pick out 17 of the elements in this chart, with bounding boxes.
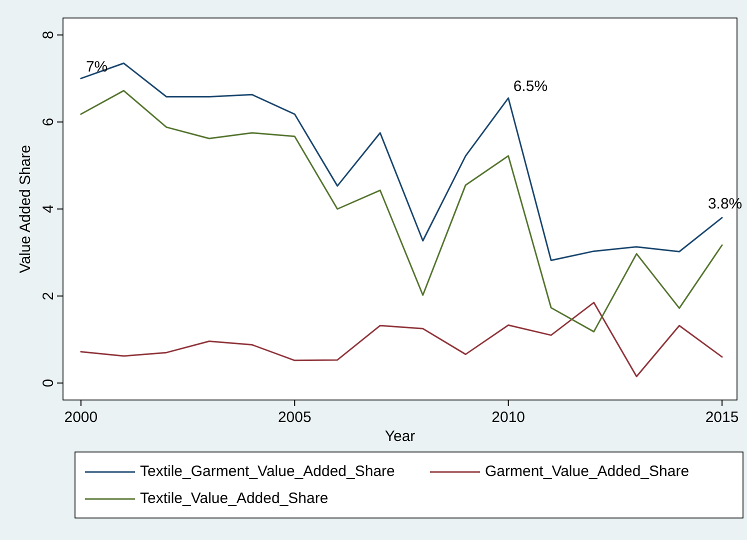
- legend-label: Textile_Value_Added_Share: [140, 490, 328, 507]
- y-tick-label: 4: [40, 204, 57, 214]
- x-axis-title: Year: [384, 428, 416, 445]
- x-tick-label: 2005: [278, 409, 312, 426]
- legend-label: Garment_Value_Added_Share: [485, 462, 690, 480]
- y-tick-label: 2: [40, 292, 57, 300]
- line-series: [80, 302, 723, 378]
- y-tick-label: 0: [40, 378, 57, 388]
- legend-label: Textile_Garment_Value_Added_Share: [140, 462, 395, 480]
- annotation: 6.5%: [513, 78, 548, 96]
- x-tick-label: 2015: [705, 409, 739, 426]
- annotation: 7%: [86, 58, 108, 76]
- y-axis-title: Value Added Share: [17, 144, 34, 274]
- y-tick-label: 6: [40, 118, 57, 126]
- x-tick-label: 2010: [492, 409, 526, 426]
- x-tick-label: 2000: [64, 409, 98, 426]
- y-tick-label: 8: [40, 30, 57, 40]
